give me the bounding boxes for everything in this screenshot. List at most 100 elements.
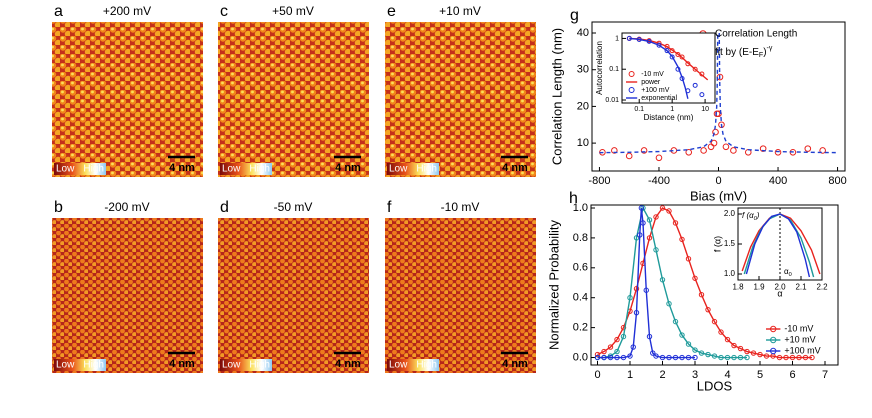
data-point [692, 354, 698, 361]
x-tick-label: 400 [769, 175, 787, 187]
data-point [698, 292, 705, 298]
y-tick-label: 0.6 [573, 262, 588, 274]
data-point [638, 205, 645, 211]
y-tick-label: 0.1 [609, 66, 619, 73]
x-tick-label: 2.2 [816, 282, 828, 291]
y-tick-label: 0.01 [605, 97, 619, 104]
annotation-part: f (α [742, 211, 754, 220]
x-axis-label: LDOS [697, 378, 733, 393]
panel-letter: d [220, 199, 229, 216]
data-point [722, 143, 730, 151]
scale-label: 4 nm [335, 358, 361, 370]
data-point [789, 354, 796, 361]
data-point [804, 145, 812, 152]
data-point [672, 318, 679, 325]
y-tick-label: 40 [577, 27, 589, 39]
x-tick-label: 7 [822, 369, 828, 381]
data-point [757, 351, 763, 358]
data-point [675, 52, 681, 58]
data-point [744, 348, 750, 355]
series-line [629, 37, 689, 99]
data-point [711, 353, 718, 359]
data-point [630, 344, 636, 350]
legend-label-part: -γ [767, 45, 773, 52]
data-point [653, 353, 659, 359]
x-tick-label: 2 [659, 369, 665, 381]
data-point [627, 295, 633, 301]
colorbar [220, 163, 272, 175]
series-line [745, 213, 811, 278]
x-tick-label: 1.9 [753, 282, 765, 291]
data-point [692, 347, 698, 353]
y-axis-label: Normalized Probability [546, 219, 561, 350]
stm-image [385, 22, 536, 177]
data-point [685, 256, 692, 262]
data-point [640, 147, 648, 154]
data-point [640, 220, 646, 226]
x-axis-label: Distance (nm) [644, 113, 694, 122]
data-point [611, 147, 618, 154]
data-point [646, 217, 653, 223]
panel-letter: h [569, 190, 578, 207]
data-point [783, 354, 789, 361]
data-point [659, 354, 666, 361]
x-tick-label: 0.1 [634, 106, 644, 113]
data-point [700, 147, 707, 154]
panel-title: -200 mV [104, 200, 149, 214]
scale-label: 4 nm [502, 162, 528, 174]
legend-label: power [641, 79, 661, 86]
data-point [669, 54, 675, 60]
colorbar-high: High [249, 164, 270, 175]
data-point [710, 139, 718, 147]
data-point [614, 336, 620, 343]
data-point [633, 286, 640, 292]
y-tick-label: 1.0 [573, 202, 588, 214]
colorbar [387, 163, 439, 175]
colorbar [54, 359, 106, 371]
annotation-part: α [784, 267, 789, 276]
legend-label-part: F [759, 52, 763, 59]
scale-label: 4 nm [169, 358, 195, 370]
data-point [625, 152, 633, 160]
colorbar-low: Low [222, 164, 241, 175]
panel-title: +200 mV [103, 4, 151, 18]
data-point [620, 354, 627, 361]
data-point [718, 354, 724, 361]
data-point [607, 344, 614, 350]
legend-marker [628, 71, 635, 77]
colorbar-high: High [416, 164, 437, 175]
x-tick-label: 0 [715, 175, 721, 187]
data-point [692, 275, 698, 281]
data-point [759, 145, 767, 152]
stm-image [218, 218, 369, 373]
data-point [653, 214, 659, 220]
series-line [599, 33, 719, 154]
legend-label: exponential [641, 95, 677, 102]
scale-label: 4 nm [502, 358, 528, 370]
data-point [633, 309, 640, 316]
data-point [737, 354, 744, 361]
colorbar-low: Low [56, 164, 75, 175]
legend-label: +100 mV [641, 87, 670, 94]
panel-letter: a [54, 3, 63, 20]
colorbar-high: High [249, 360, 270, 371]
y-tick-label: 1.0 [724, 269, 736, 278]
data-point [656, 42, 662, 48]
data-point [796, 354, 802, 361]
data-point [730, 147, 737, 154]
legend-label: -10 mV [641, 71, 664, 78]
panel-letter: e [387, 3, 396, 20]
data-point [712, 128, 719, 136]
colorbar-high: High [83, 360, 104, 371]
colorbar-low: Low [389, 360, 408, 371]
data-point [643, 287, 649, 293]
data-point [802, 354, 809, 361]
y-tick-label: 0.8 [573, 232, 588, 244]
data-point [724, 336, 731, 343]
y-tick-label: 30 [577, 64, 589, 76]
data-point [666, 208, 672, 214]
y-tick-label: 0.4 [573, 292, 588, 304]
legend-label: -10 mV [784, 323, 813, 333]
legend-marker [770, 336, 777, 344]
